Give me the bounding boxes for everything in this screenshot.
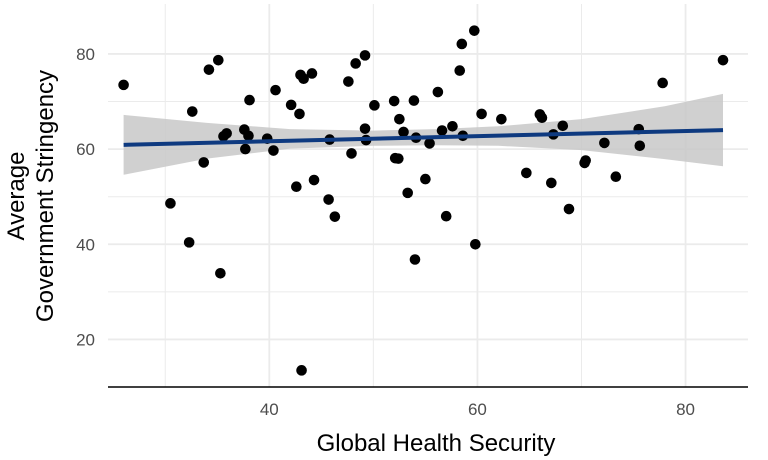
data-point: [402, 187, 414, 199]
data-point: [424, 138, 435, 149]
y-tick-label: 40: [76, 235, 95, 254]
data-point: [244, 94, 255, 106]
data-point: [298, 73, 309, 84]
data-point: [388, 95, 400, 107]
data-point: [521, 167, 532, 179]
data-point: [359, 50, 371, 61]
data-point: [240, 143, 251, 155]
grid-lines: [108, 4, 748, 387]
data-point: [270, 84, 281, 96]
data-point: [165, 198, 176, 209]
data-point: [447, 120, 458, 132]
y-tick-label: 60: [76, 140, 95, 159]
data-point: [306, 68, 318, 79]
data-point: [296, 365, 307, 376]
data-point: [657, 77, 668, 89]
y-tick-label: 20: [76, 330, 95, 349]
data-point: [359, 123, 371, 134]
data-point: [476, 108, 487, 120]
data-point: [717, 54, 729, 66]
data-point: [634, 140, 646, 152]
data-point: [394, 113, 405, 125]
data-point: [454, 65, 466, 76]
data-point: [291, 181, 302, 192]
data-point: [409, 254, 421, 265]
data-point: [580, 155, 591, 166]
data-point: [557, 120, 569, 132]
data-point: [308, 174, 320, 186]
data-point: [456, 38, 468, 50]
data-point: [420, 173, 431, 185]
data-point: [294, 108, 305, 120]
data-point: [496, 113, 507, 125]
data-point: [536, 112, 548, 124]
data-point: [393, 153, 404, 164]
data-point: [323, 194, 334, 205]
x-tick-label: 80: [676, 400, 695, 419]
regression-line-path: [123, 128, 724, 147]
data-point: [183, 237, 195, 248]
data-point: [198, 157, 210, 168]
data-point: [599, 137, 610, 149]
data-point: [610, 171, 622, 183]
data-point: [329, 211, 341, 222]
tick-labels: 40 60 80 20 40 60 80: [76, 45, 695, 419]
data-point: [268, 145, 279, 156]
confidence-band: [123, 93, 724, 175]
data-point: [469, 25, 480, 36]
y-axis-title-line-1: Average: [3, 152, 30, 241]
x-tick-label: 60: [468, 400, 487, 419]
data-point: [398, 126, 409, 138]
data-point: [215, 267, 226, 279]
data-point: [546, 177, 557, 189]
data-point: [203, 64, 215, 75]
data-point: [436, 125, 448, 136]
x-tick-label: 40: [260, 400, 279, 419]
data-point: [440, 210, 452, 222]
data-point: [408, 95, 420, 106]
data-point: [563, 203, 575, 215]
data-point: [343, 76, 354, 87]
data-point: [470, 238, 481, 250]
data-point: [369, 100, 380, 111]
data-point: [350, 58, 361, 69]
data-point: [221, 128, 232, 139]
data-point: [243, 130, 254, 142]
y-axis-title-line-2: Government Stringency: [32, 70, 59, 322]
data-point: [285, 99, 297, 111]
y-tick-label: 80: [76, 45, 95, 64]
data-point: [118, 79, 129, 91]
data-point: [432, 86, 444, 98]
x-axis-title: Global Health Security: [317, 430, 556, 457]
data-point: [213, 54, 224, 66]
data-point: [346, 148, 357, 159]
regression-line: [123, 128, 724, 147]
data-points: [118, 25, 729, 376]
data-point: [186, 106, 198, 117]
confidence-band-area: [123, 93, 724, 175]
